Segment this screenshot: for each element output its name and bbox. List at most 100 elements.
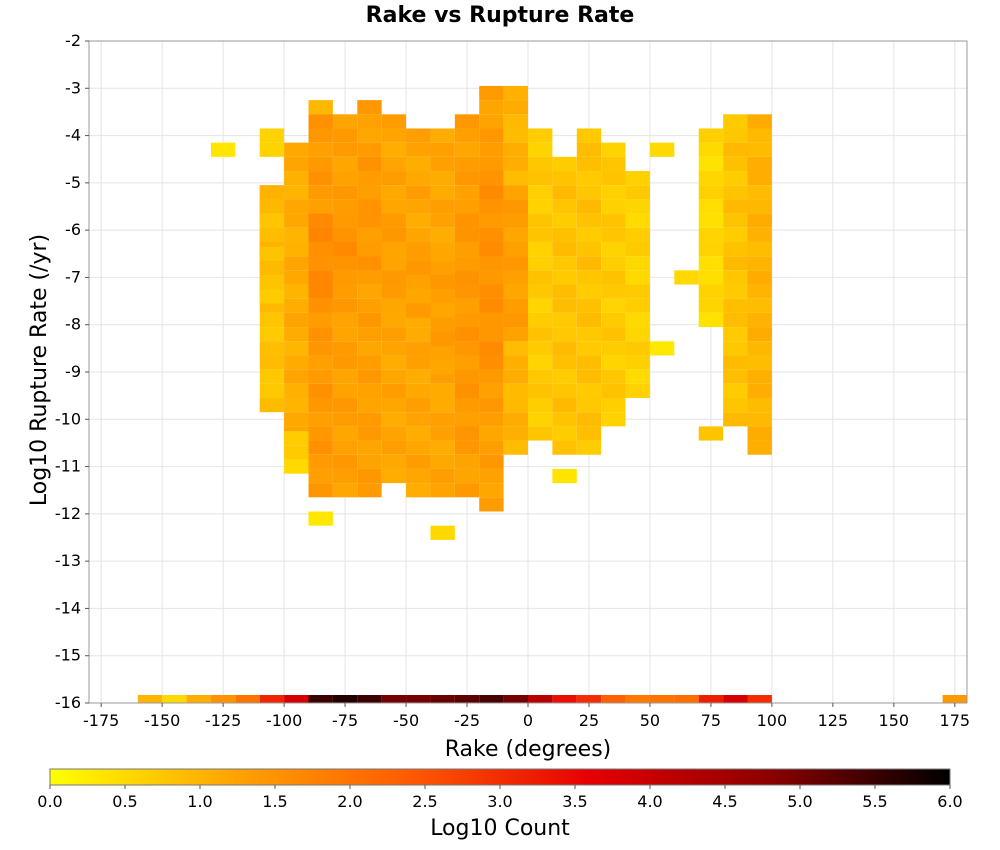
- heatmap-cell: [381, 213, 407, 228]
- x-axis-label: Rake (degrees): [445, 737, 612, 762]
- heatmap-cell: [406, 468, 431, 484]
- heatmap-cell: [552, 440, 577, 455]
- heatmap-cell: [357, 100, 382, 115]
- heatmap-cell: [259, 227, 285, 242]
- x-tick-label: 175: [940, 711, 971, 730]
- heatmap-cell: [479, 454, 504, 469]
- heatmap-cell: [308, 213, 333, 228]
- heatmap-cell: [357, 426, 382, 441]
- heatmap-cell: [601, 695, 626, 703]
- heatmap-cell: [576, 284, 602, 299]
- colorbar-tick-label: 2.0: [337, 792, 362, 811]
- heatmap-cell: [308, 398, 333, 413]
- heatmap-cell: [357, 171, 382, 186]
- heatmap-cell: [454, 156, 480, 172]
- heatmap-cell: [332, 312, 358, 328]
- heatmap-cell: [479, 298, 504, 313]
- heatmap-cell: [576, 369, 602, 384]
- heatmap-cell: [625, 355, 650, 370]
- y-tick-label: -5: [65, 173, 81, 192]
- heatmap-cell: [332, 298, 358, 313]
- heatmap-cell: [406, 275, 431, 290]
- heatmap-cell: [479, 270, 504, 285]
- heatmap-cell: [357, 256, 382, 271]
- heatmap-cell: [552, 412, 577, 427]
- heatmap-cell: [528, 256, 553, 271]
- heatmap-cell: [528, 341, 553, 356]
- heatmap-cell: [406, 156, 431, 172]
- heatmap-cell: [625, 383, 650, 399]
- heatmap-cell: [503, 171, 528, 186]
- heatmap-cell: [601, 412, 626, 427]
- heatmap-cell: [528, 227, 553, 242]
- heatmap-cell: [308, 695, 333, 703]
- y-tick-label: -14: [55, 598, 81, 617]
- y-tick-label: -10: [55, 409, 81, 428]
- heatmap-cell: [357, 341, 382, 356]
- heatmap-cell: [698, 298, 724, 313]
- heatmap-cell: [942, 695, 967, 703]
- heatmap-cell: [747, 213, 772, 228]
- heatmap-cell: [284, 171, 309, 186]
- heatmap-cell: [723, 312, 748, 328]
- heatmap-cell: [454, 695, 480, 703]
- heatmap-cell: [698, 241, 724, 257]
- heatmap-cell: [381, 695, 407, 703]
- heatmap-cell: [332, 284, 358, 299]
- heatmap-cell: [381, 185, 407, 200]
- heatmap-cell: [308, 412, 333, 427]
- heatmap-cell: [381, 369, 407, 384]
- heatmap-cell: [528, 426, 553, 441]
- heatmap-cell: [284, 199, 309, 214]
- heatmap-cell: [332, 398, 358, 413]
- x-tick-label: 150: [879, 711, 910, 730]
- x-tick-label: 50: [640, 711, 660, 730]
- heatmap-cell: [284, 369, 309, 384]
- heatmap-cell: [479, 440, 504, 455]
- heatmap-cell: [723, 171, 748, 186]
- heatmap-cell: [381, 256, 407, 271]
- heatmap-cell: [698, 142, 724, 157]
- heatmap-cell: [552, 398, 577, 413]
- heatmap-cell: [576, 440, 602, 455]
- heatmap-cell: [284, 256, 309, 271]
- heatmap-cell: [576, 383, 602, 399]
- heatmap-cell: [503, 85, 528, 101]
- heatmap-cell: [381, 171, 407, 186]
- heatmap-cell: [332, 185, 358, 200]
- heatmap-cell: [625, 312, 650, 328]
- heatmap-cell: [430, 142, 455, 157]
- heatmap-cell: [723, 142, 748, 157]
- heatmap-cell: [259, 213, 285, 228]
- heatmap-cell: [406, 695, 431, 703]
- heatmap-cell: [406, 454, 431, 469]
- heatmap-cell: [601, 284, 626, 299]
- heatmap-cell: [747, 341, 772, 356]
- x-tick-label: -25: [454, 711, 480, 730]
- heatmap-cell: [454, 355, 480, 370]
- heatmap-cell: [723, 355, 748, 370]
- heatmap-cell: [259, 142, 285, 157]
- heatmap-cell: [552, 284, 577, 299]
- heatmap-cell: [357, 284, 382, 299]
- heatmap-cell: [381, 270, 407, 285]
- heatmap-cell: [698, 227, 724, 242]
- heatmap-cell: [454, 270, 480, 285]
- heatmap-cell: [308, 128, 333, 143]
- heatmap-cell: [723, 128, 748, 143]
- heatmap-cell: [406, 327, 431, 342]
- heatmap-cell: [284, 185, 309, 200]
- heatmap-cell: [698, 284, 724, 299]
- heatmap-cell: [601, 199, 626, 214]
- heatmap-cell: [698, 128, 724, 143]
- heatmap-cell: [723, 185, 748, 200]
- heatmap-cell: [479, 695, 504, 703]
- y-axis: -2 -3 -4 -5 -6 -7 -8 -9 -10 -11 -12 -13 -14 -15 -16: [55, 31, 89, 712]
- heatmap-cell: [284, 412, 309, 427]
- heatmap-cell: [747, 185, 772, 200]
- heatmap-cell: [454, 298, 480, 313]
- heatmap-cell: [308, 199, 333, 214]
- heatmap-cell: [381, 298, 407, 313]
- heatmap-cell: [381, 114, 407, 129]
